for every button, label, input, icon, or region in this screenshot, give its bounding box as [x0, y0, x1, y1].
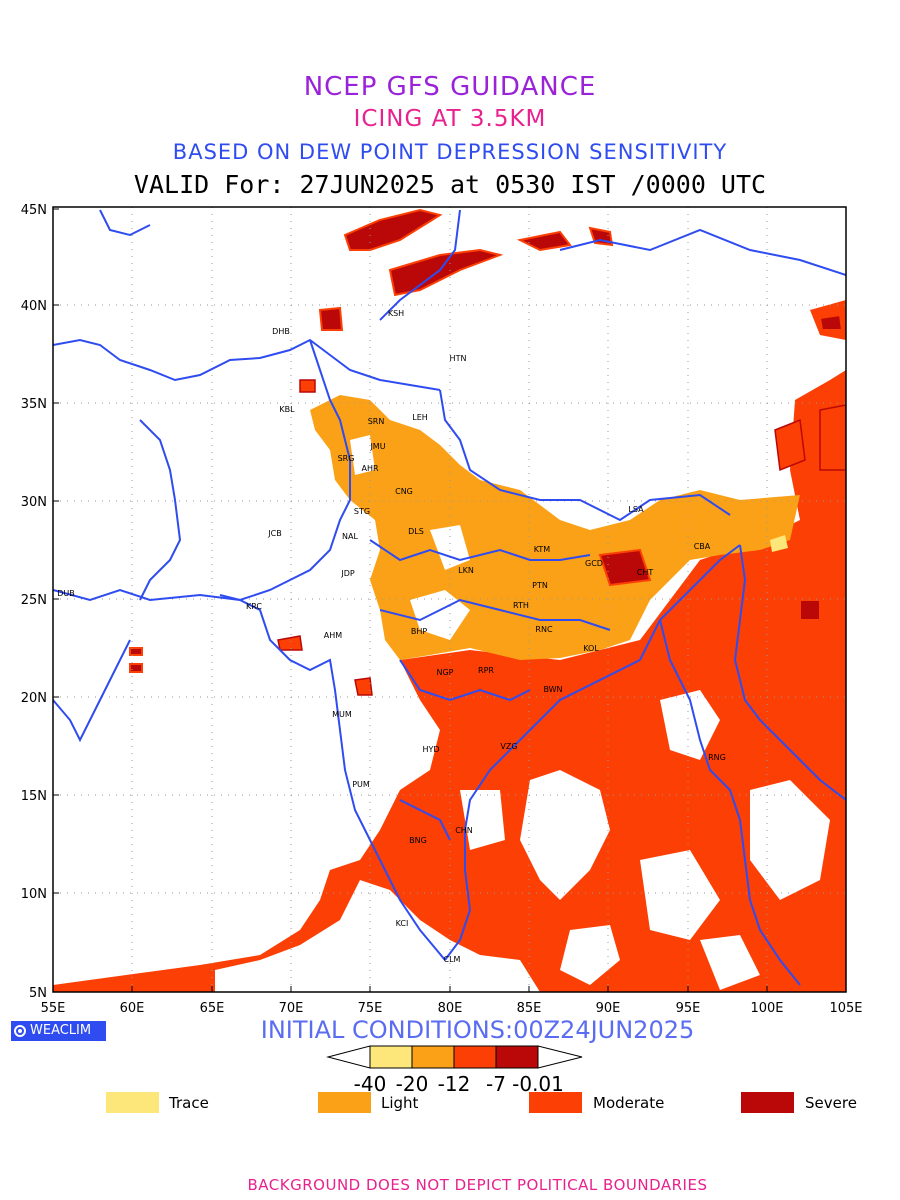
station-label: STG [354, 507, 370, 516]
station-label: BWN [543, 685, 562, 694]
station-labels: KSH DHB HTN KBL SRN LEH JMU SRG AHR CNG STG LSA JCB N… [57, 309, 726, 964]
lon-label: 70E [279, 1001, 304, 1016]
lat-label: 35N [21, 397, 47, 412]
station-label: BHP [411, 627, 428, 636]
station-label: AHR [361, 464, 378, 473]
station-label: NGP [436, 668, 453, 677]
legend-swatch-moderate [529, 1092, 582, 1113]
chart-title-parameter: ICING AT 3.5KM [353, 106, 547, 132]
station-label: HTN [450, 354, 467, 363]
lon-label: 85E [517, 1001, 542, 1016]
station-label: RNC [535, 625, 553, 634]
station-label: VZG [500, 742, 517, 751]
station-label: LKN [458, 566, 474, 575]
lat-label: 15N [21, 789, 47, 804]
station-label: KSH [388, 309, 404, 318]
station-label: KOL [583, 644, 599, 653]
colorbar-tick: -12 [437, 1072, 471, 1096]
disclaimer-footer: BACKGROUND DOES NOT DEPICT POLITICAL BOU… [247, 1176, 708, 1194]
station-label: KTM [534, 545, 551, 554]
station-label: SRN [368, 417, 385, 426]
station-label: RPR [478, 666, 494, 675]
station-label: LSA [628, 505, 644, 514]
lat-label: 25N [21, 593, 47, 608]
station-label: JDP [340, 569, 355, 578]
lon-label: 90E [596, 1001, 621, 1016]
station-label: JCB [267, 529, 281, 538]
lon-label: 60E [120, 1001, 145, 1016]
lat-label: 10N [21, 887, 47, 902]
badge-text: WEACLIM [30, 1023, 92, 1038]
station-label: DLS [408, 527, 424, 536]
station-label: PTN [532, 581, 548, 590]
station-label: CHN [455, 826, 473, 835]
legend-swatch-trace [106, 1092, 159, 1113]
legend-swatch-severe [741, 1092, 794, 1113]
legend-swatch-light [318, 1092, 371, 1113]
legend-label-moderate: Moderate [593, 1094, 665, 1112]
station-label: RTH [513, 601, 529, 610]
chart-valid-time: VALID For: 27JUN2025 at 0530 IST /0000 U… [133, 170, 767, 199]
graticule [53, 207, 846, 992]
globe-icon [14, 1025, 26, 1037]
station-label: KBL [279, 405, 295, 414]
station-label: GCD [585, 559, 603, 568]
station-label: CHT [637, 568, 654, 577]
station-label: AHM [324, 631, 342, 640]
station-label: HYD [422, 745, 439, 754]
station-label: DUB [57, 589, 75, 598]
lon-label: 105E [829, 1001, 862, 1016]
lon-label: 65E [200, 1001, 225, 1016]
lon-label: 75E [358, 1001, 383, 1016]
station-label: CLM [444, 955, 461, 964]
lat-label: 30N [21, 495, 47, 510]
lat-label: 45N [21, 203, 47, 218]
lat-label: 40N [21, 299, 47, 314]
boundary-lines [53, 209, 846, 986]
station-label: JMU [369, 442, 385, 451]
lat-label: 20N [21, 691, 47, 706]
station-label: BNG [409, 836, 427, 845]
lon-label: 80E [438, 1001, 463, 1016]
chart-title-method: BASED ON DEW POINT DEPRESSION SENSITIVIT… [172, 140, 728, 164]
station-label: KCI [396, 919, 409, 928]
chart-title-model: NCEP GFS GUIDANCE [303, 72, 597, 102]
station-label: MUM [332, 710, 352, 719]
station-label: KRC [246, 602, 262, 611]
station-label: CNG [395, 487, 413, 496]
lat-label: 5N [29, 986, 47, 1001]
legend-label-trace: Trace [169, 1094, 209, 1112]
station-label: LEH [412, 413, 428, 422]
weaclim-badge: WEACLIM [11, 1021, 106, 1041]
station-label: NAL [342, 532, 358, 541]
legend-label-severe: Severe [805, 1094, 857, 1112]
lon-label: 95E [676, 1001, 701, 1016]
colorbar-tick: -20 [395, 1072, 429, 1096]
legend-label-light: Light [381, 1094, 419, 1112]
station-label: CBA [694, 542, 711, 551]
colorbar-tick: -7 [486, 1072, 506, 1096]
station-label: RNG [708, 753, 726, 762]
initial-conditions: INITIAL CONDITIONS:00Z24JUN2025 [260, 1016, 695, 1044]
lon-label: 55E [41, 1001, 66, 1016]
station-label: PUM [352, 780, 370, 789]
lon-label: 100E [750, 1001, 783, 1016]
icing-moderate-region [53, 370, 846, 992]
station-label: SRG [338, 454, 355, 463]
station-label: DHB [272, 327, 290, 336]
